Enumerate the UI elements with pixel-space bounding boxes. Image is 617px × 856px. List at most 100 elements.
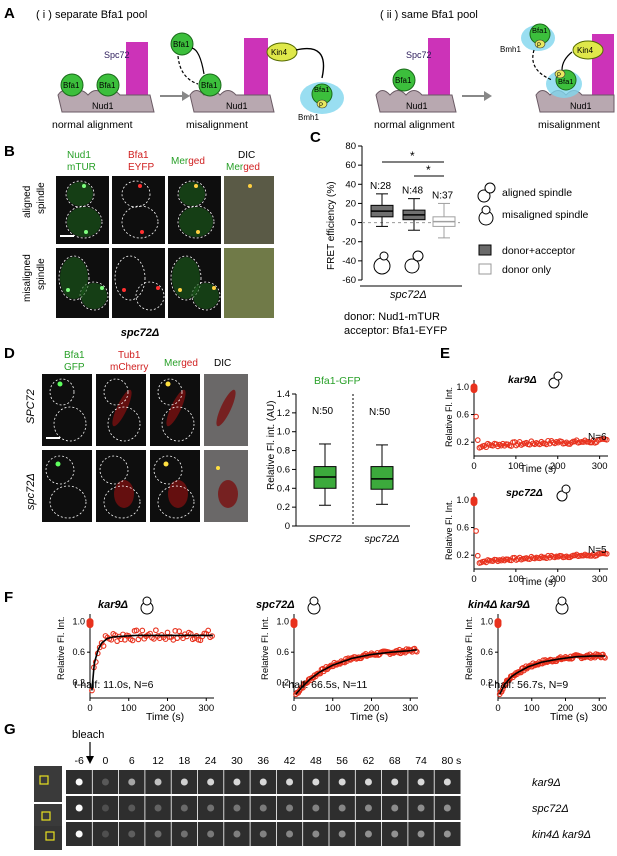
- donor-label: donor: Nud1-mTUR: [344, 311, 440, 323]
- g-frame-spot: [101, 804, 109, 812]
- g-time-label: 62: [363, 755, 375, 767]
- g-frame-spot: [338, 778, 346, 786]
- g-time-label: 68: [389, 755, 401, 767]
- g-frame-spot: [443, 804, 451, 812]
- d-boxes: [313, 443, 394, 506]
- misaligned-cell-icon: [307, 596, 321, 615]
- col-header-dic-merged: Merged: [226, 162, 260, 173]
- data-point: [473, 413, 479, 420]
- f2-strain: spc72Δ: [256, 599, 295, 611]
- g-frame-spot: [286, 804, 294, 812]
- data-point: [474, 552, 481, 559]
- spc72-text: Spc72: [104, 50, 130, 60]
- g-frame-spot: [128, 804, 136, 812]
- acceptor-label: acceptor: Bfa1-EYFP: [344, 325, 447, 337]
- g-frame-spot: [391, 830, 399, 838]
- g-roi-box: [41, 811, 51, 821]
- d-y-tick-label: 1.2: [277, 408, 290, 419]
- bleach-arrow-head: [86, 756, 94, 764]
- micrograph-bfa1-spc72: [42, 374, 92, 446]
- col-header-tub1: Tub1: [118, 350, 141, 361]
- d-y-tick-label: 0.6: [277, 464, 290, 475]
- y-tick-label: 0.2: [72, 678, 85, 688]
- data-point: [413, 648, 420, 655]
- diagram-a-i-misaligned: Nud1 Bfa1 Bfa1 Kin4 Bfa1 P Bmh1 misalign…: [170, 32, 344, 131]
- col-header-eyfp: EYFP: [128, 162, 154, 173]
- kin4-text: Kin4: [577, 46, 594, 55]
- p-text: P: [557, 73, 561, 79]
- c-y-tick-label: 80: [345, 141, 356, 152]
- x-tick-label: 300: [402, 703, 418, 714]
- aligned-cell-icon: [556, 484, 571, 502]
- f2-note: t-half: 66.5s, N=11: [282, 679, 367, 691]
- g-time-labels: -6 0 6 12 18 24 30 36 42 48 56 62 68 74 80: [74, 755, 453, 767]
- g-frame-spot: [233, 778, 241, 786]
- bfa1-text: Bfa1: [173, 40, 190, 49]
- diagram-a-i-normal: Spc72 Nud1 Bfa1 Bfa1 normal alignment: [52, 42, 155, 131]
- col-header-mtur: mTUR: [67, 162, 96, 173]
- bmh1-text: Bmh1: [500, 45, 521, 54]
- data-point: [176, 628, 182, 635]
- d-y-tick-label: 1.4: [277, 389, 290, 400]
- bfa1-text: Bfa1: [63, 81, 80, 90]
- panel-b-label: B: [4, 143, 15, 160]
- y-tick-label: 1.0: [456, 495, 469, 505]
- diagram-a-ii-misaligned: Nud1 Bfa1 P Bmh1 Kin4 Bfa1 P misalignmen…: [500, 23, 615, 131]
- col-header-gfp: GFP: [64, 362, 85, 373]
- c-y-axis-label: FRET efficiency (%): [326, 181, 337, 270]
- p-text: P: [537, 43, 541, 49]
- spc72-block: [244, 38, 268, 102]
- y-tick-label: 0.6: [480, 647, 493, 657]
- phospho-p: [316, 99, 328, 109]
- micrograph-dic-misaligned: [224, 248, 274, 318]
- y-tick-label: 0.6: [276, 647, 289, 657]
- y-tick-label: 0.6: [456, 523, 469, 533]
- e-bottom-n: N=5: [588, 545, 607, 556]
- e-top-x-label: Time (s): [520, 464, 556, 475]
- y-tick-label: 0.2: [456, 437, 469, 447]
- g-frame-spot: [128, 778, 136, 786]
- panel-g-label: G: [4, 721, 16, 738]
- c-y-tick-label: 60: [345, 160, 356, 171]
- g-frame-spot: [338, 830, 346, 838]
- data-point: [133, 627, 140, 634]
- g-frame-spot: [75, 778, 83, 786]
- y-tick-label: 0.2: [276, 678, 289, 688]
- e-bottom-chart: 1.0 0.6 0.2 0 100 200 300: [456, 493, 610, 585]
- y-tick-label: 1.0: [456, 382, 469, 392]
- y-tick-label: 1.0: [276, 617, 289, 627]
- panel-e-label: E: [440, 345, 450, 362]
- x-tick-label: 0: [87, 703, 92, 714]
- arrow-head: [182, 91, 190, 101]
- g-frame-spot: [338, 804, 346, 812]
- bfa1-text: Bfa1: [314, 85, 329, 94]
- g-frame-spot: [154, 830, 162, 838]
- g-frame-spot: [259, 830, 267, 838]
- data-point: [326, 663, 333, 670]
- green-cell-fill: [60, 182, 219, 309]
- f3-note: t-half: 56.7s, N=9: [488, 679, 568, 691]
- e-top-n: N=6: [588, 432, 607, 443]
- g-frame-spot: [312, 778, 320, 786]
- micrograph-bfa1-aligned: [112, 176, 165, 244]
- misalignment-label: misalignment: [186, 119, 248, 131]
- x-tick-label: 200: [364, 703, 380, 714]
- panel-b-strain: spc72Δ: [121, 327, 160, 339]
- e-bottom-strain: spc72Δ: [506, 487, 543, 499]
- g-frame-spot: [259, 804, 267, 812]
- x-category: SPC72: [308, 533, 341, 545]
- g-time-label: 6: [129, 755, 135, 767]
- spindle-signal: [112, 389, 238, 508]
- panel-c: C FRET efficiency (%) 80 60 40 20 0 -20 -40 -60…: [310, 129, 589, 337]
- c-y-tick-label: -20: [342, 237, 356, 248]
- g-frame-spot: [417, 778, 425, 786]
- panel-c-label: C: [310, 129, 321, 146]
- g-frame-spot: [364, 830, 372, 838]
- phospho-arrow: [561, 51, 573, 71]
- g-frame-spot: [286, 778, 294, 786]
- panel-a-label: A: [4, 5, 15, 22]
- kin4-ellipse: [572, 40, 604, 60]
- nud1-text: Nud1: [406, 101, 428, 111]
- row-label-spindle: spindle: [36, 182, 47, 214]
- g-frame-spot: [154, 778, 162, 786]
